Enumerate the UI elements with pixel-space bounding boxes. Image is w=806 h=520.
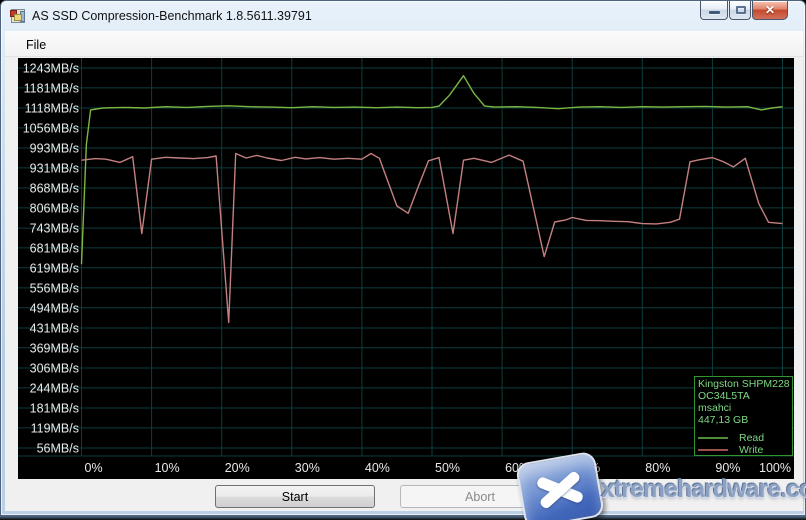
watermark-text: xtremehardware.com [601,475,806,503]
x-tick-label: 20% [225,461,250,475]
x-tick-label: 40% [365,461,390,475]
chart-canvas: 1243MB/s 1181MB/s 1118MB/s 1056MB/s 993MB/s 9… [18,58,794,475]
legend-driver: msahci [698,402,732,414]
titlebar[interactable]: AS SSD Compression-Benchmark 1.8.5611.39… [1,1,805,31]
x-tick-label: 80% [645,461,670,475]
maximize-icon [736,6,746,14]
minimize-icon [709,11,720,14]
x-tick-label: 90% [715,461,740,475]
x-tick-label: 60% [505,461,530,475]
y-tick-label: 619MB/s [30,261,79,275]
x-tick-label: 70% [575,461,600,475]
legend-read-label: Read [739,432,765,444]
window-controls: ✕ [699,1,788,21]
chart-legend: Kingston SHPM228 OC34L5TA msahci 447,13 … [694,376,793,456]
benchmark-chart: 1243MB/s 1181MB/s 1118MB/s 1056MB/s 993MB/s 9… [18,58,794,479]
menu-file[interactable]: File [26,38,47,52]
x-tick-label: 10% [155,461,180,475]
y-tick-label: 681MB/s [30,241,79,255]
legend-entry-write: Write [698,444,792,456]
series-write-line [81,152,783,324]
x-tick-label: 30% [295,461,320,475]
legend-firmware: OC34L5TA [698,390,750,402]
y-tick-label: 868MB/s [30,182,79,196]
window-title: AS SSD Compression-Benchmark 1.8.5611.39… [32,9,312,23]
y-tick-label: 743MB/s [30,222,79,236]
close-button[interactable]: ✕ [752,1,788,20]
y-tick-label: 1243MB/s [23,62,79,76]
window-bottom-shadow [0,516,806,520]
legend-capacity: 447,13 GB [698,414,749,426]
y-tick-label: 369MB/s [30,341,79,355]
read-line-sample [698,437,728,439]
y-tick-label: 931MB/s [30,161,79,175]
legend-write-label: Write [739,444,764,456]
y-tick-label: 494MB/s [30,301,79,315]
y-tick-label: 119MB/s [31,421,79,435]
x-tick-label: 100% [759,461,791,475]
client-area: File 1243MB/s 1181MB/s 1118MB/s 1056MB/s 993… [5,31,806,520]
close-icon: ✕ [764,3,776,17]
start-button[interactable]: Start [215,485,375,508]
y-tick-label: 556MB/s [30,281,79,295]
y-tick-label: 56MB/s [37,442,79,456]
x-tick-label: 0% [85,461,103,475]
minimize-button[interactable] [700,1,728,20]
y-tick-label: 431MB/s [30,321,79,335]
y-tick-label: 1056MB/s [23,121,79,135]
y-tick-label: 1181MB/s [24,81,79,95]
legend-entry-read: Read [698,432,792,444]
maximize-button[interactable] [729,1,751,20]
app-icon [10,8,26,24]
y-tick-label: 306MB/s [30,361,79,375]
series-read-line [80,75,783,265]
menubar: File [5,31,803,57]
write-line-sample [698,449,728,451]
x-tick-label: 50% [435,461,460,475]
y-tick-label: 806MB/s [30,201,79,215]
y-tick-label: 244MB/s [30,381,79,395]
y-tick-label: 1118MB/s [25,102,79,116]
y-tick-label: 181MB/s [30,401,79,415]
legend-device: Kingston SHPM228 [698,378,790,390]
y-tick-label: 993MB/s [30,142,79,156]
abort-button[interactable]: Abort [400,485,560,508]
